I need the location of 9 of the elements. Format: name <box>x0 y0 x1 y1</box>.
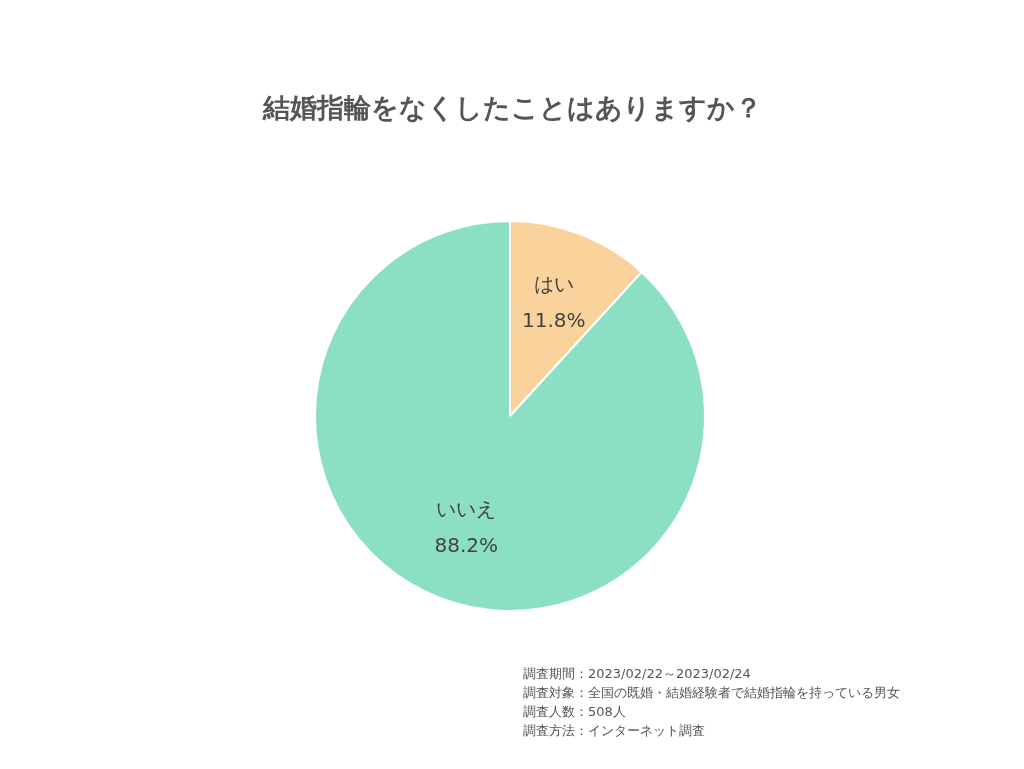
text: 調査人数：508人 <box>523 703 627 721</box>
text: 調査方法：インターネット調査 <box>523 722 706 740</box>
slice-label: はい <box>533 271 574 296</box>
text: 調査対象：全国の既婚・結婚経験者で結婚指輪を持っている男女 <box>523 684 900 702</box>
chart-title: 結婚指輪をなくしたことはありますか？ <box>261 91 763 125</box>
data-label: 88.2% <box>434 532 498 557</box>
slice-label: いいえ <box>436 496 497 521</box>
text: 調査期間：2023/02/22～2023/02/24 <box>523 665 752 683</box>
data-label: 11.8% <box>522 307 586 332</box>
